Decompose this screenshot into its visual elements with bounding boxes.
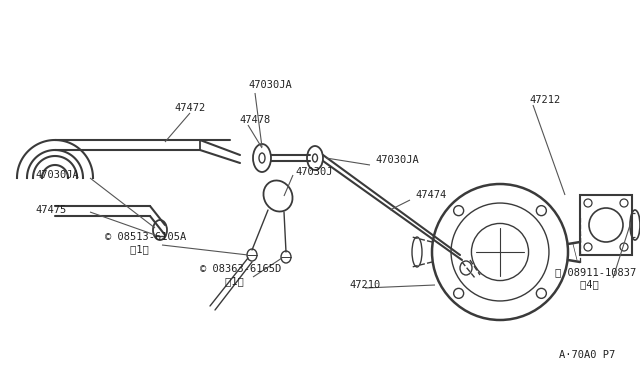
Text: A·70A0 P7: A·70A0 P7 [559,350,615,360]
Text: 47474: 47474 [415,190,446,200]
Text: Ⓝ 08911-10837
    （4）: Ⓝ 08911-10837 （4） [555,267,636,289]
Text: 47210: 47210 [349,280,381,290]
Text: 47212: 47212 [529,95,561,105]
Text: 47030JA: 47030JA [35,170,79,180]
Text: 47030JA: 47030JA [375,155,419,165]
Text: 47475: 47475 [35,205,67,215]
Text: 47030JA: 47030JA [248,80,292,90]
Text: 47030J: 47030J [295,167,333,177]
Text: © 08363-6165D
    （1）: © 08363-6165D （1） [200,264,281,286]
Text: 47478: 47478 [239,115,271,125]
Text: 47472: 47472 [174,103,205,113]
Text: © 08513-6105A
    （1）: © 08513-6105A （1） [105,232,186,254]
